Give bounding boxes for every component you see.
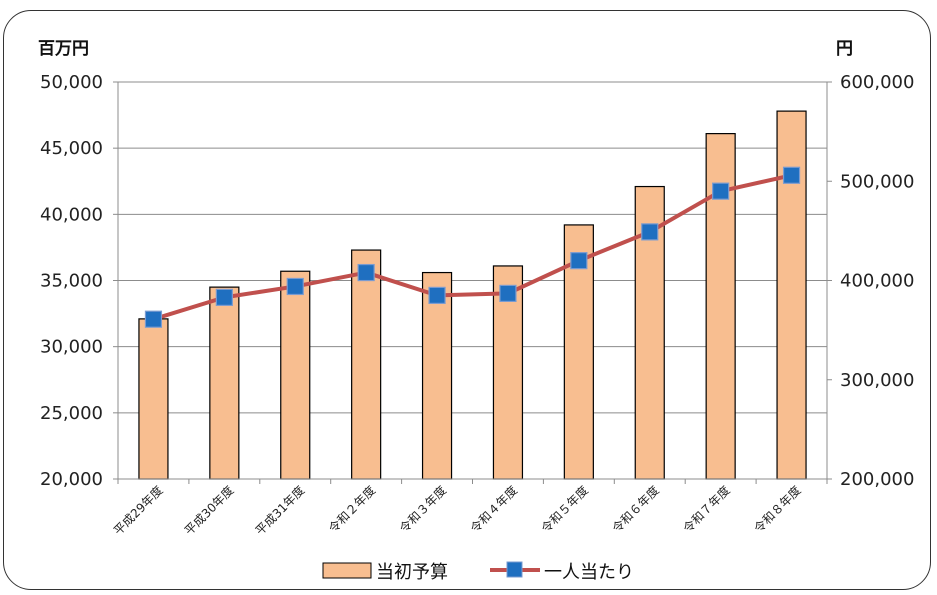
right-axis-ticks: 200,000 300,000 400,000 500,000 600,000 <box>840 72 914 490</box>
x-tick-label: 令和５年度 <box>538 483 591 536</box>
x-tick-label: 令和８年度 <box>751 483 804 536</box>
line-point <box>357 263 375 282</box>
line-point <box>286 277 304 296</box>
bar <box>776 110 807 480</box>
right-tick-label: 500,000 <box>840 171 914 192</box>
bar <box>138 318 169 480</box>
line-point <box>428 286 446 304</box>
x-tick-label: 令和３年度 <box>396 483 449 536</box>
right-tick-label: 300,000 <box>840 370 914 391</box>
right-tick-label: 400,000 <box>840 271 914 292</box>
x-axis-ticks: 平成29年度 平成30年度 平成31年度 令和２年度 令和３年度 令和４年度 令和５年度 令和… <box>110 483 803 538</box>
x-tick-label: 令和２年度 <box>325 483 378 536</box>
chart-frame <box>3 10 931 590</box>
bar <box>280 270 311 480</box>
line-point <box>712 182 730 200</box>
bar <box>421 271 453 480</box>
line-point <box>215 288 233 306</box>
x-tick-label: 平成30年度 <box>181 483 236 538</box>
legend-bar-swatch <box>322 562 372 579</box>
bar <box>705 133 736 480</box>
left-tick-label: 25,000 <box>40 403 103 424</box>
line-point <box>499 284 517 303</box>
left-tick-label: 40,000 <box>40 204 103 225</box>
legend-marker-swatch <box>506 561 523 578</box>
legend: 当初予算 一人当たり <box>322 561 634 583</box>
axes <box>113 81 832 484</box>
left-tick-label: 50,000 <box>40 72 103 93</box>
right-tick-label: 600,000 <box>840 72 914 93</box>
legend-bar-label: 当初予算 <box>376 562 448 583</box>
bar <box>209 286 240 480</box>
left-tick-label: 45,000 <box>40 138 103 159</box>
left-axis-unit: 百万円 <box>38 39 89 59</box>
left-tick-label: 20,000 <box>40 469 103 490</box>
legend-line-label: 一人当たり <box>544 562 634 583</box>
left-tick-label: 35,000 <box>40 271 103 292</box>
x-tick-label: 令和７年度 <box>680 483 733 536</box>
left-tick-label: 30,000 <box>40 337 103 358</box>
line-point <box>570 252 588 270</box>
x-tick-label: 令和６年度 <box>609 483 662 536</box>
left-axis-ticks: 20,000 25,000 30,000 35,000 40,000 45,000 50,0… <box>40 72 103 490</box>
right-axis-unit: 円 <box>836 39 853 59</box>
x-tick-label: 平成29年度 <box>110 483 165 538</box>
bar <box>351 249 382 480</box>
line-series <box>144 166 801 328</box>
right-tick-label: 200,000 <box>840 469 914 490</box>
line-point <box>641 223 659 241</box>
x-tick-label: 平成31年度 <box>252 483 307 538</box>
x-tick-label: 令和４年度 <box>467 483 520 536</box>
series-line <box>152 173 792 322</box>
line-point <box>782 166 801 184</box>
line-point <box>144 310 163 328</box>
